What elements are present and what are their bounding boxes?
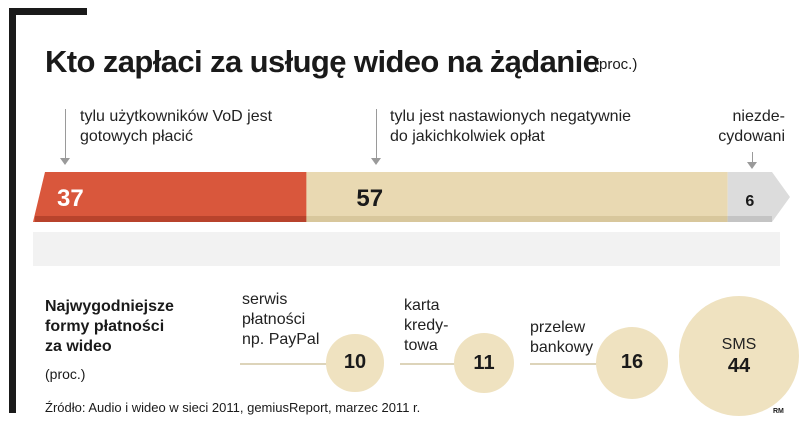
bubble-value-sms: 44: [727, 354, 751, 377]
bar-floor-shadow: [33, 232, 780, 266]
bar-label-1: 37: [57, 185, 84, 212]
bar-segment-3: [727, 172, 790, 222]
bubble-paypal: 10: [326, 334, 384, 392]
bubble-sms: SMS 44: [679, 296, 799, 416]
arrow-negative-head-icon: [371, 158, 381, 165]
bubble-value-paypal: 10: [343, 351, 367, 374]
annotation-undecided-line-2: cydowani: [718, 128, 785, 145]
bubble-label-sms: SMS: [721, 335, 757, 353]
bubble-value-transfer: 16: [620, 351, 644, 374]
chart-title: Kto zapłaci za usługę wideo na żądanie: [45, 44, 600, 79]
lbl-transfer-line-2: bankowy: [530, 339, 594, 356]
payment-unit: (proc.): [45, 366, 86, 382]
bar-segment-shade-2: [306, 216, 728, 222]
bubble-transfer: 16: [595, 326, 669, 400]
arrow-negative-line: [376, 109, 377, 159]
lbl-card-line-3: towa: [404, 337, 438, 354]
bar-label-3: 6: [745, 193, 754, 210]
annotation-undecided-line-1: niezde-: [732, 108, 785, 125]
bar-segment-shade-1: [35, 216, 307, 222]
source-note: Źródło: Audio i wideo w sieci 2011, gemi…: [45, 400, 421, 415]
credit: RM: [773, 408, 784, 415]
annotation-undecided: niezde-cydowani: [705, 107, 785, 147]
payment-title: Najwygodniejsze formy płatności za wideo: [45, 297, 174, 357]
arrow-pay-head-icon: [60, 158, 70, 165]
payment-label-paypal: serwis płatności np. PayPal: [242, 290, 319, 350]
bar-segment-2: [306, 172, 728, 222]
annotation-negative: tylu jest nastawionych negatywnie do jak…: [390, 108, 632, 145]
payment-title-line-1: Najwygodniejsze: [45, 298, 174, 315]
frame-line-horizontal: [9, 8, 87, 15]
transfer-baseline: [530, 363, 630, 365]
annotation-pay: tylu użytkowników VoD jest gotowych płac…: [80, 108, 273, 145]
card-baseline: [400, 363, 480, 365]
bar-segment-shade-3: [727, 216, 772, 222]
arrow-undecided-line: [752, 152, 753, 164]
bubble-card: 11: [454, 333, 514, 393]
bubble-value-card: 11: [473, 351, 495, 374]
payment-label-transfer: przelew bankowy: [530, 318, 593, 358]
arrow-pay-line: [65, 109, 66, 159]
arrow-undecided-head-icon: [747, 162, 757, 169]
payment-label-card: karta kredy-towa: [404, 296, 448, 356]
lbl-card-line-2: kredy-: [404, 317, 449, 334]
lbl-paypal-line-1: serwis: [242, 291, 288, 308]
lbl-transfer-line-1: przelew: [530, 319, 586, 336]
bar-segment-1: [33, 172, 307, 222]
payment-title-line-3: za wideo: [45, 338, 112, 355]
payment-title-line-2: formy płatności: [45, 318, 165, 335]
frame-line-vertical: [9, 8, 16, 413]
lbl-paypal-line-3: np. PayPal: [242, 331, 320, 348]
paypal-baseline: [240, 363, 350, 365]
lbl-paypal-line-2: płatności: [242, 311, 306, 328]
title-unit: (proc.): [594, 56, 638, 73]
bar-label-2: 57: [356, 185, 383, 212]
lbl-card-line-1: karta: [404, 297, 440, 314]
